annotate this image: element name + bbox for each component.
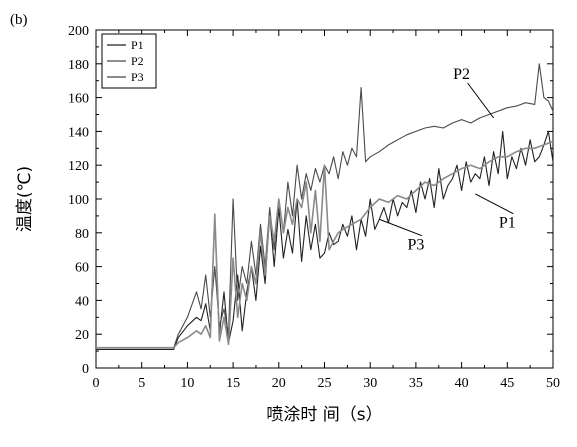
series-line-p3 [96, 140, 554, 349]
x-tick-label: 5 [138, 376, 145, 391]
x-tick-label: 30 [363, 376, 377, 391]
x-tick-label: 40 [455, 376, 469, 391]
x-tick-label: 35 [409, 376, 423, 391]
x-tick-label: 0 [93, 376, 100, 391]
y-tick-label: 200 [68, 24, 89, 39]
legend-entry-label: P3 [131, 70, 144, 84]
series-layer [96, 63, 554, 350]
legend-entry-label: P1 [131, 38, 144, 52]
y-axis-title: 温度(℃) [15, 166, 35, 232]
x-tick-label: 50 [546, 376, 560, 391]
annotation-leader-line [467, 82, 494, 119]
x-tick-label: 10 [180, 376, 194, 391]
annotation-leader-line [379, 218, 423, 237]
x-axis-title: 喷涂时 间（s） [266, 405, 382, 425]
series-line-p2 [96, 63, 554, 349]
y-tick-label: 180 [68, 58, 89, 73]
y-tick-label: 140 [68, 125, 89, 140]
y-tick-label: 40 [75, 294, 89, 309]
x-tick-label: 15 [226, 376, 240, 391]
y-tick-label: 80 [75, 227, 89, 242]
annotation-leader-line [475, 193, 514, 215]
y-tick-label: 60 [75, 261, 89, 276]
annotation-label: P3 [407, 237, 424, 254]
y-tick-label: 20 [75, 328, 89, 343]
y-tick-label: 160 [68, 92, 89, 107]
legend: P1 P2 P3 [101, 33, 157, 89]
annotation-layer: P2 P1 P3 [379, 66, 516, 254]
x-tick-label: 20 [272, 376, 286, 391]
panel-label: (b) [10, 12, 28, 28]
y-tick-label: 0 [82, 362, 89, 377]
x-tick-label: 25 [318, 376, 332, 391]
annotation-label: P1 [499, 215, 516, 232]
y-tick-label: 100 [68, 193, 89, 208]
x-axis-ticks: 0 5 10 15 20 25 30 35 40 45 50 [93, 30, 560, 391]
y-axis-ticks: 0 20 40 60 80 100 120 140 160 180 200 [68, 24, 553, 377]
annotation-label: P2 [453, 66, 470, 83]
legend-entry-label: P2 [131, 54, 144, 68]
x-tick-label: 45 [500, 376, 514, 391]
y-tick-label: 120 [68, 159, 89, 174]
series-line-p1 [96, 130, 554, 350]
